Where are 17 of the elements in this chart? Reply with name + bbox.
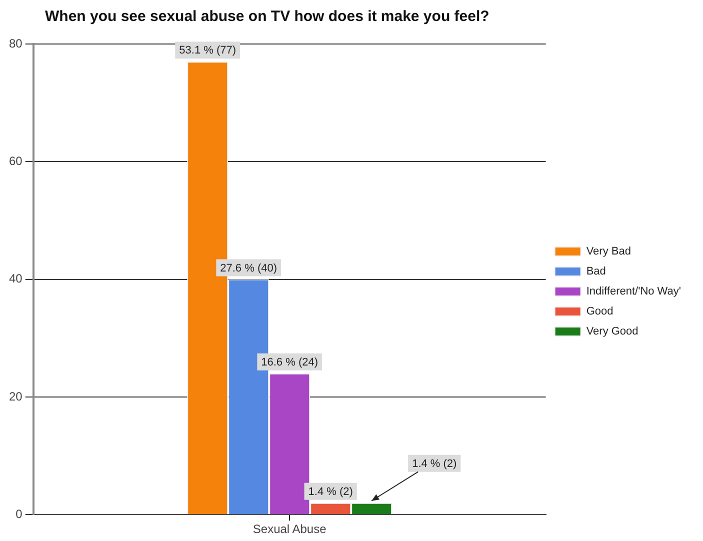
data-label: 53.1 % (77) (179, 44, 236, 57)
legend-label: Indifferent/'No Way' (586, 286, 681, 298)
data-label: 1.4 % (2) (308, 486, 353, 498)
chart-title: When you see sexual abuse on TV how does it make you feel? (45, 8, 490, 25)
x-tick-label: Sexual Abuse (252, 522, 327, 536)
legend-label: Very Bad (586, 246, 631, 258)
data-label: 1.4 % (2) (412, 458, 457, 470)
data-label: 16.6 % (24) (261, 356, 318, 368)
y-tick-label: 80 (8, 36, 23, 50)
data-label: 27.6 % (40) (220, 262, 278, 274)
legend-label: Bad (586, 266, 606, 278)
y-tick-label: 20 (8, 389, 23, 404)
legend-label: Good (586, 306, 614, 318)
y-tick-label: 0 (16, 506, 23, 521)
y-tick-label: 60 (8, 154, 23, 168)
legend-label: Very Good (586, 326, 638, 338)
y-tick-label: 40 (8, 272, 23, 286)
